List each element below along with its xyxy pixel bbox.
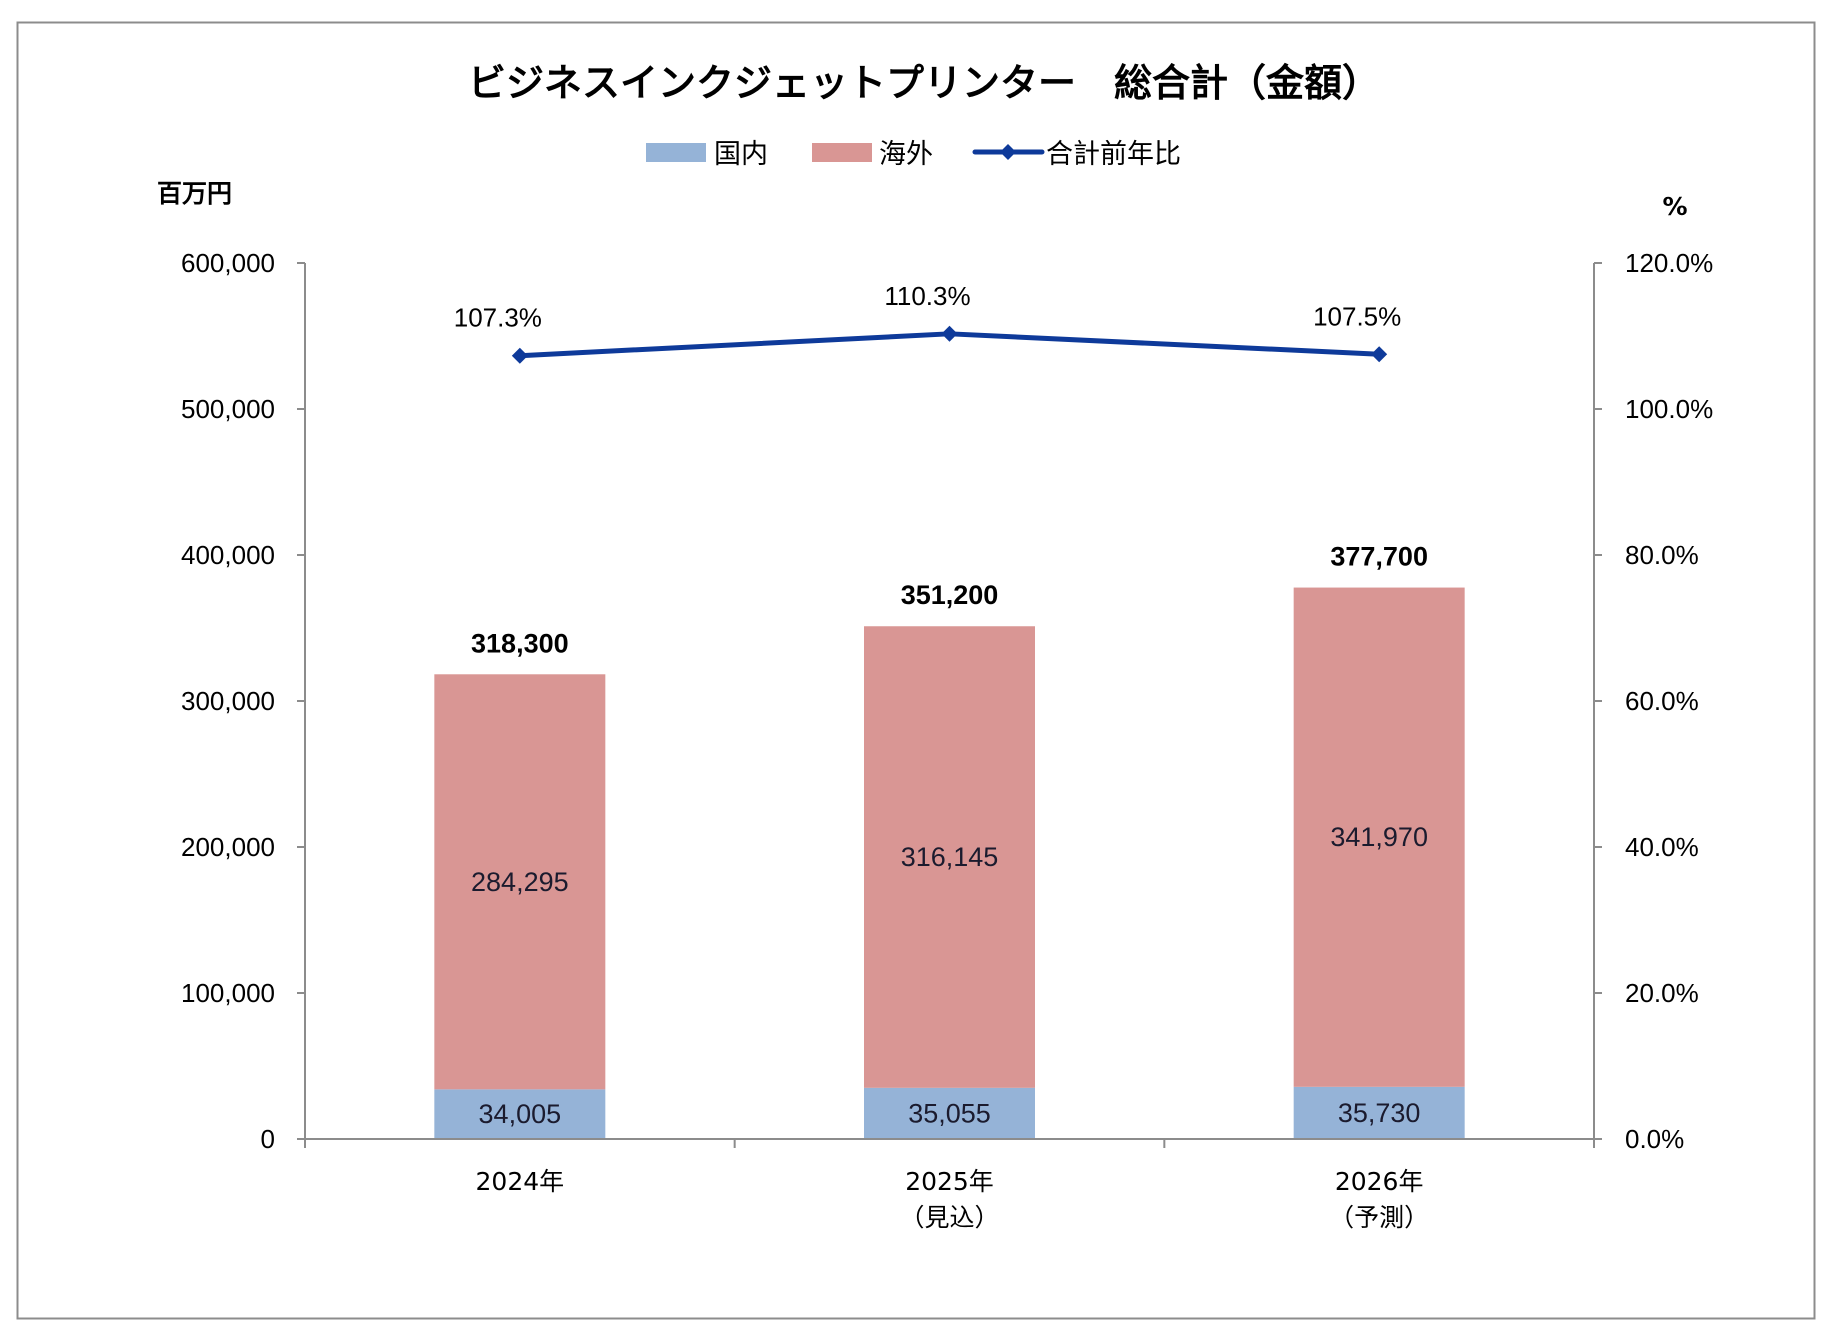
bar-label-overseas: 284,295 — [471, 867, 569, 897]
bar-label-domestic: 35,055 — [908, 1098, 991, 1128]
left-axis: 0 100,000 200,000 300,000 400,000 500,000 600,… — [181, 248, 306, 1154]
legend-label-yoy: 合計前年比 — [1046, 139, 1181, 170]
bar-overseas — [434, 674, 606, 1090]
bar-total-label: 377,700 — [1330, 542, 1428, 572]
bar-domestic — [864, 1087, 1035, 1139]
line-series-yoy — [511, 325, 1388, 364]
bar-label-overseas: 316,145 — [901, 842, 999, 872]
left-axis-tick-label: 100,000 — [181, 978, 275, 1008]
line-point-diamond — [941, 325, 958, 342]
legend-label-overseas: 海外 — [879, 139, 933, 170]
right-axis-tick-label: 40.0% — [1625, 832, 1699, 862]
bar-overseas — [1293, 587, 1465, 1087]
left-axis-unit: 百万円 — [157, 179, 232, 208]
bars — [434, 587, 1465, 1139]
data-labels: 34,005 284,295 318,300 35,055 316,145 351,200… — [454, 281, 1428, 1129]
legend-item-domestic: 国内 — [646, 139, 768, 170]
legend: 国内 海外 合計前年比 — [646, 139, 1181, 170]
right-axis-tick-label: 20.0% — [1625, 978, 1699, 1008]
legend-swatch-domestic — [646, 143, 706, 162]
x-axis — [297, 1138, 1595, 1148]
line-point-label: 107.3% — [454, 303, 542, 333]
bar-label-overseas: 341,970 — [1330, 822, 1428, 852]
bar-overseas — [864, 626, 1035, 1088]
bar-label-domestic: 34,005 — [479, 1099, 562, 1129]
left-axis-tick-label: 300,000 — [181, 686, 275, 716]
right-axis-tick-label: 100.0% — [1625, 394, 1713, 424]
category-labels: 2024年 2025年 （見込） 2026年 （予測） — [476, 1167, 1430, 1232]
right-axis-tick-label: 60.0% — [1625, 686, 1699, 716]
right-axis-tick-label: 0.0% — [1625, 1124, 1684, 1154]
chart-border — [16, 21, 1816, 1320]
line-point-diamond — [1371, 346, 1388, 363]
right-axis-tick-label: 80.0% — [1625, 540, 1699, 570]
right-axis: 0.0% 20.0% 40.0% 60.0% 80.0% 100.0% 120.0% — [1593, 248, 1713, 1154]
category-sublabel: （見込） — [899, 1203, 999, 1232]
line-point-diamond — [511, 347, 528, 364]
left-axis-tick-label: 600,000 — [181, 248, 275, 278]
legend-label-domestic: 国内 — [714, 139, 768, 170]
left-axis-tick-label: 400,000 — [181, 540, 275, 570]
category-label: 2024年 — [476, 1167, 565, 1196]
category-label: 2025年 — [905, 1167, 994, 1196]
category-sublabel: （予測） — [1329, 1203, 1429, 1232]
bar-total-label: 318,300 — [471, 628, 569, 658]
legend-marker-diamond-icon — [1000, 144, 1016, 160]
legend-item-overseas: 海外 — [812, 139, 933, 170]
left-axis-tick-label: 200,000 — [181, 832, 275, 862]
bar-domestic — [434, 1089, 606, 1139]
right-axis-tick-label: 120.0% — [1625, 248, 1713, 278]
left-axis-tick-label: 500,000 — [181, 394, 275, 424]
legend-swatch-overseas — [812, 143, 872, 162]
category-label: 2026年 — [1335, 1167, 1424, 1196]
left-axis-tick-label: 0 — [261, 1124, 275, 1154]
bar-domestic — [1293, 1086, 1465, 1139]
bar-total-label: 351,200 — [901, 580, 999, 610]
legend-item-yoy: 合計前年比 — [972, 139, 1181, 170]
line-point-label: 107.5% — [1313, 301, 1401, 331]
right-axis-unit: % — [1662, 192, 1687, 221]
line-point-label: 110.3% — [884, 281, 970, 311]
bar-label-domestic: 35,730 — [1338, 1098, 1421, 1128]
chart-title: ビジネスインクジェットプリンター 総合計（金額） — [468, 61, 1380, 105]
